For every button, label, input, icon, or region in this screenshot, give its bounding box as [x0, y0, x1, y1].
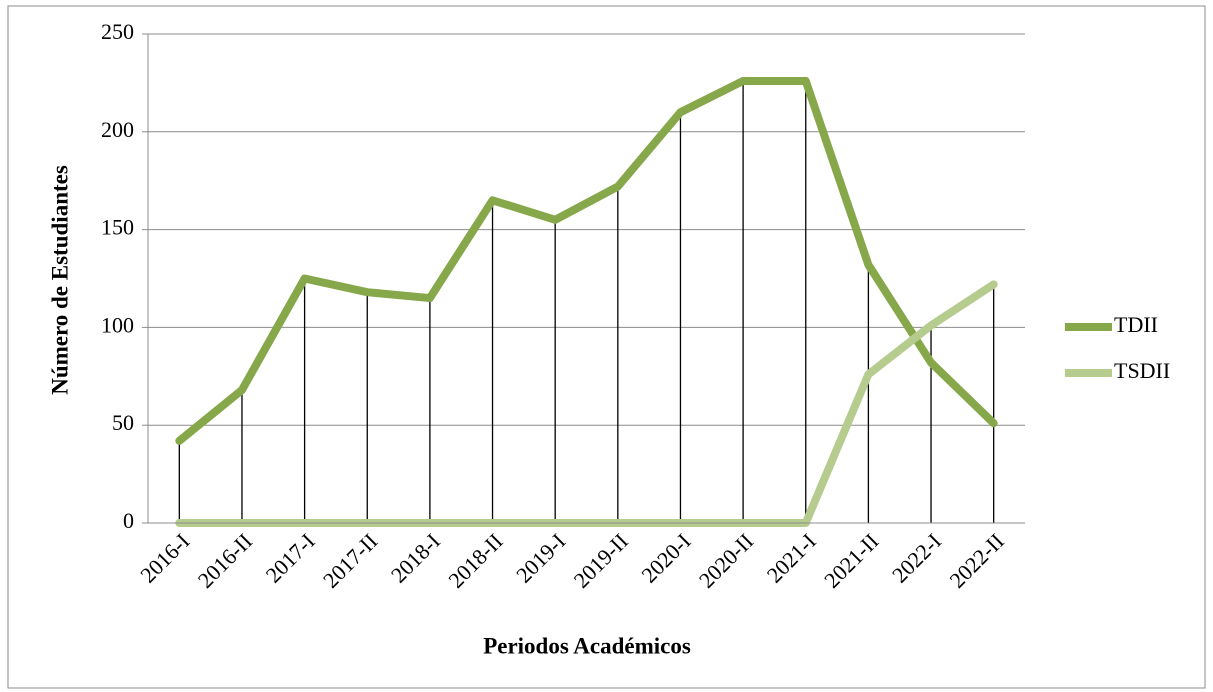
legend-label: TDII [1114, 312, 1158, 337]
x-tick-label: 2021-I [762, 528, 821, 587]
series-line [175, 280, 998, 527]
chart-border [7, 5, 1206, 689]
x-tick-label: 2022-II [944, 528, 1008, 592]
x-tick-label: 2017-I [261, 528, 320, 587]
x-tick-label: 2018-I [386, 528, 445, 587]
y-tick-label: 150 [101, 215, 134, 240]
x-tick-label: 2016-I [135, 528, 194, 587]
legend-label: TSDII [1114, 358, 1170, 383]
x-tick-label: 2021-II [819, 528, 883, 592]
y-tick-label: 200 [101, 117, 134, 142]
series-line [175, 76, 998, 445]
y-tick-label: 0 [123, 508, 134, 533]
y-tick-label: 250 [101, 19, 134, 44]
x-tick-label: 2017-II [318, 528, 382, 592]
x-tick-label: 2016-II [193, 528, 257, 592]
x-tick-label: 2019-I [511, 528, 570, 587]
x-tick-label: 2019-II [569, 528, 633, 592]
x-tick-label: 2022-I [887, 528, 946, 587]
x-tick-label: 2018-II [443, 528, 507, 592]
x-tick-label: 2020-II [694, 528, 758, 592]
x-axis-title: Periodos Académicos [483, 633, 691, 658]
x-tick-label: 2020-I [636, 528, 695, 587]
y-tick-label: 100 [101, 312, 134, 337]
y-tick-label: 50 [112, 410, 134, 435]
y-axis-title: Número de Estudiantes [47, 165, 72, 395]
